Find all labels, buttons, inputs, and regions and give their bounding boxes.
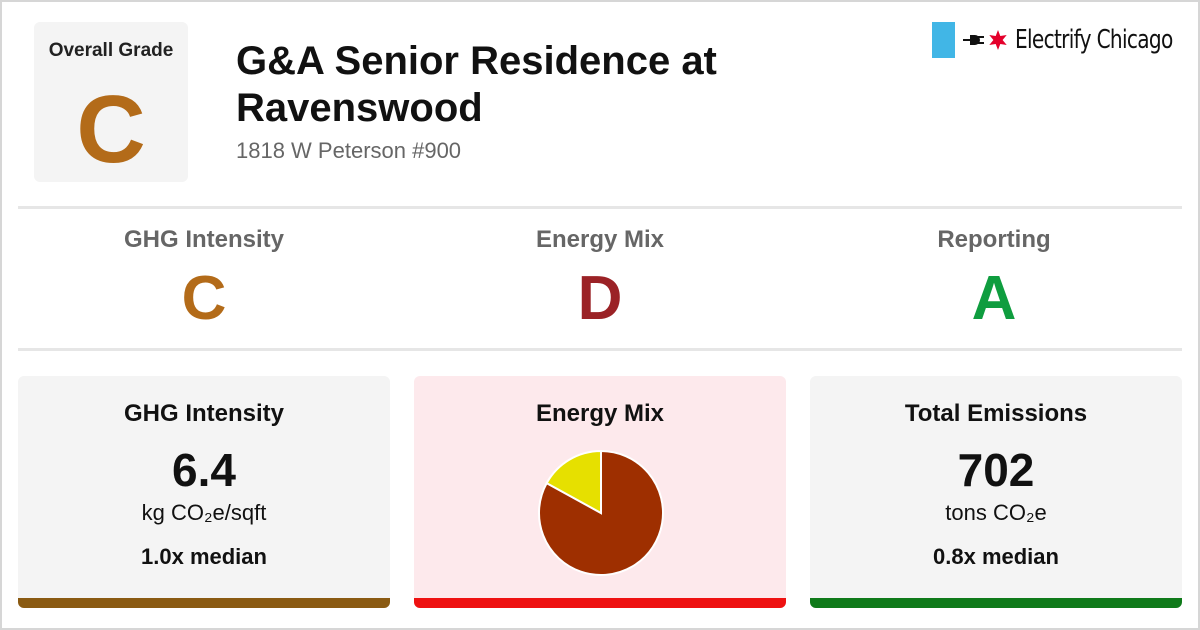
ghg-intensity-bar [18, 598, 390, 608]
pie-slice [545, 449, 602, 515]
overall-grade-label: Overall Grade [48, 40, 174, 61]
energy-mix-grade-label: Energy Mix [535, 226, 665, 253]
total-emissions-bar [810, 598, 1182, 608]
ghg-intensity-median: 1.0x median [141, 544, 267, 569]
card-title: Energy Mix [535, 400, 665, 427]
star-icon [989, 30, 1007, 50]
ghg-intensity-value: 6.4 [172, 444, 236, 496]
card-title: Total Emissions [904, 400, 1088, 427]
energy-mix-grade: Energy Mix D [420, 226, 780, 332]
chicago-flag-icon [932, 22, 955, 58]
ghg-intensity-grade: GHG Intensity C [24, 226, 384, 332]
ghg-intensity-card: GHG Intensity 6.4 kg CO₂e/sqft 1.0x medi… [18, 376, 390, 608]
reporting-grade-letter: A [971, 264, 1017, 333]
brand-name: Electrify Chicago [1015, 25, 1173, 55]
energy-mix-pie-chart [538, 449, 664, 576]
total-emissions-median: 0.8x median [933, 544, 1059, 569]
brand-logo[interactable]: Electrify Chicago [932, 22, 1198, 58]
total-emissions-unit: tons CO₂e [945, 500, 1047, 525]
overall-grade-box: Overall Grade C [34, 22, 188, 182]
overall-grade: C [76, 76, 146, 183]
ghg-intensity-grade-letter: C [181, 264, 227, 333]
energy-mix-grade-letter: D [577, 264, 623, 333]
card-title: GHG Intensity [123, 400, 285, 427]
divider [18, 348, 1182, 351]
building-address: 1818 W Peterson #900 [236, 138, 462, 163]
reporting-grade: Reporting A [814, 226, 1174, 332]
total-emissions-card: Total Emissions 702 tons CO₂e 0.8x media… [810, 376, 1182, 608]
total-emissions-value: 702 [957, 444, 1035, 496]
divider [18, 206, 1182, 209]
reporting-grade-label: Reporting [937, 226, 1051, 253]
energy-mix-bar [414, 598, 786, 608]
energy-mix-card: Energy Mix [414, 376, 786, 608]
ghg-intensity-grade-label: GHG Intensity [123, 226, 285, 253]
ghg-intensity-unit: kg CO₂e/sqft [141, 500, 267, 525]
building-name: G&A Senior Residence at Ravenswood [236, 39, 717, 130]
plug-icon [963, 35, 984, 45]
